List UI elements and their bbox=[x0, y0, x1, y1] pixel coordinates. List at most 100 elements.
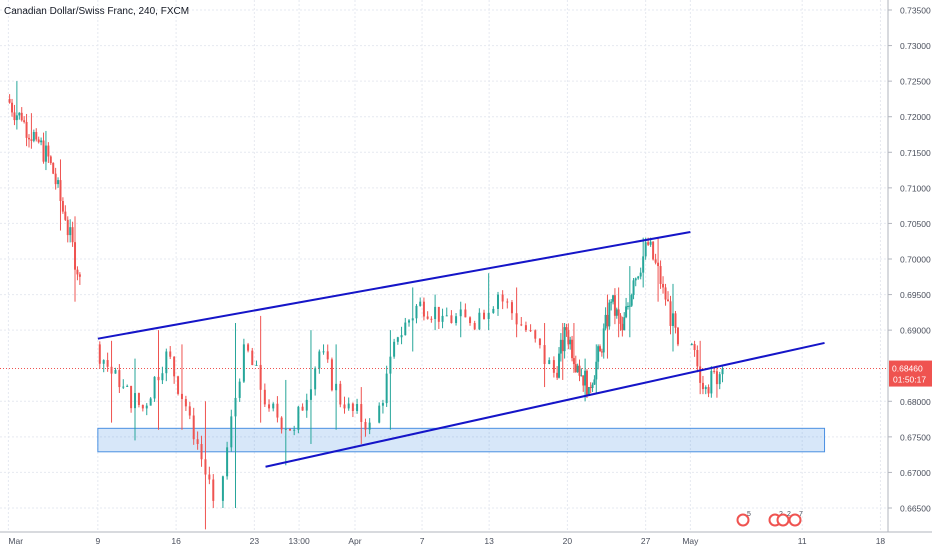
candle-body bbox=[23, 120, 26, 122]
event-flag-icon[interactable]: 5 bbox=[736, 511, 752, 527]
candle-body bbox=[122, 386, 125, 388]
candle-body bbox=[623, 317, 626, 331]
candle-body bbox=[580, 375, 583, 377]
candle-body bbox=[538, 338, 541, 346]
candle-body bbox=[704, 387, 707, 390]
candle-body bbox=[419, 301, 422, 306]
candles bbox=[8, 81, 724, 530]
candle-body bbox=[634, 278, 637, 281]
candle-body bbox=[49, 156, 52, 163]
candle-body bbox=[404, 322, 407, 336]
candle-body bbox=[57, 180, 60, 185]
candle-body bbox=[487, 312, 490, 320]
candle-body bbox=[561, 339, 564, 352]
candle-body bbox=[396, 337, 399, 342]
candle-body bbox=[501, 294, 504, 302]
candle-body bbox=[393, 341, 396, 357]
candle-body bbox=[173, 356, 176, 377]
candle-body bbox=[642, 256, 645, 273]
candle-body bbox=[196, 439, 199, 445]
candle-body bbox=[515, 313, 518, 325]
candle-body bbox=[61, 201, 64, 212]
candle-body bbox=[559, 339, 562, 354]
candle-body bbox=[126, 385, 129, 387]
candle-body bbox=[141, 404, 144, 409]
candle-body bbox=[510, 302, 513, 314]
candle-body bbox=[32, 131, 35, 141]
candle-body bbox=[106, 360, 109, 367]
candle-body bbox=[644, 242, 647, 257]
candle-body bbox=[13, 112, 16, 121]
candle-body bbox=[322, 351, 325, 353]
event-icons[interactable]: 5227 bbox=[736, 511, 804, 527]
candle-body bbox=[288, 428, 291, 431]
candle-body bbox=[630, 295, 633, 306]
chart-title: Canadian Dollar/Swiss Franc, 240, FXCM bbox=[4, 6, 189, 17]
channel-upper-trendline[interactable] bbox=[97, 230, 691, 340]
candle-body bbox=[664, 287, 667, 300]
candle-body bbox=[534, 330, 537, 339]
candle-body bbox=[578, 365, 581, 376]
candle-body bbox=[27, 137, 30, 140]
candle-body bbox=[204, 459, 207, 475]
candle-body bbox=[556, 372, 559, 378]
x-tick-label: 13:00 bbox=[288, 536, 310, 546]
candle-body bbox=[415, 305, 418, 319]
candle-body bbox=[343, 404, 346, 409]
candle-body bbox=[619, 315, 622, 324]
candle-body bbox=[184, 399, 187, 407]
candle-body bbox=[693, 344, 696, 351]
candle-body bbox=[639, 272, 642, 277]
trendlines[interactable] bbox=[97, 230, 825, 468]
event-flag-icon[interactable]: 7 bbox=[788, 511, 804, 527]
candle-body bbox=[339, 383, 342, 405]
x-tick-label: May bbox=[682, 536, 699, 546]
candle-body bbox=[381, 403, 384, 406]
y-tick-label: 0.66500 bbox=[900, 504, 931, 514]
candle-body bbox=[437, 306, 440, 322]
candle-body bbox=[177, 376, 180, 394]
last-price-label: 0.68460 bbox=[892, 364, 923, 374]
candle-body bbox=[637, 276, 640, 279]
grid-lines bbox=[0, 0, 888, 532]
candle-body bbox=[569, 339, 572, 345]
candle-body bbox=[699, 366, 702, 383]
candle-body bbox=[130, 385, 133, 409]
event-count-label: 7 bbox=[799, 511, 803, 518]
y-tick-label: 0.71500 bbox=[900, 148, 931, 158]
candle-body bbox=[69, 227, 72, 236]
support-zone[interactable] bbox=[97, 427, 826, 453]
candle-body bbox=[114, 370, 117, 374]
candle-body bbox=[64, 211, 67, 220]
candle-body bbox=[567, 330, 570, 345]
candle-body bbox=[305, 399, 308, 411]
candle-body bbox=[576, 365, 579, 373]
channel-lower-trendline[interactable] bbox=[265, 341, 825, 468]
candle-body bbox=[59, 180, 62, 202]
candle-body bbox=[134, 393, 137, 409]
candle-body bbox=[98, 344, 101, 364]
candle-body bbox=[595, 361, 598, 380]
candle-body bbox=[654, 259, 657, 263]
candle-body bbox=[584, 370, 587, 386]
x-tick-label: Apr bbox=[348, 536, 361, 546]
candle-body bbox=[574, 364, 577, 373]
candle-body bbox=[78, 274, 81, 277]
candle-body bbox=[589, 387, 592, 389]
candle-body bbox=[18, 112, 21, 116]
candle-body bbox=[469, 317, 472, 324]
event-flag-circle bbox=[788, 513, 802, 527]
candle-body bbox=[389, 356, 392, 374]
last-price-badge bbox=[889, 360, 932, 387]
candle-body bbox=[247, 344, 250, 351]
candle-body bbox=[676, 327, 679, 345]
x-tick-label: 16 bbox=[171, 536, 181, 546]
candle-body bbox=[280, 417, 283, 430]
x-tick-label: 13 bbox=[484, 536, 494, 546]
candle-body bbox=[571, 339, 574, 359]
candle-body bbox=[71, 227, 74, 243]
candle-body bbox=[582, 375, 585, 386]
candle-body bbox=[153, 376, 156, 399]
candle-body bbox=[25, 121, 28, 138]
